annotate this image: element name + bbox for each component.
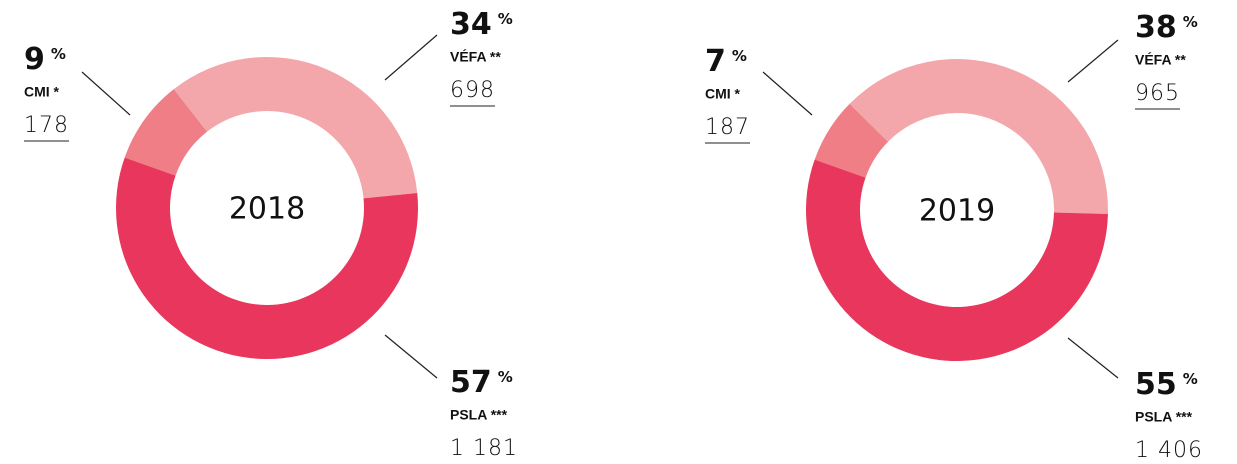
count-label: 1 181 <box>450 436 518 461</box>
donut-segment <box>806 159 1108 361</box>
leader-line <box>384 34 438 81</box>
category-label: CMI * <box>705 86 741 102</box>
leader-line <box>1067 39 1119 83</box>
percent-value: 38 <box>1135 10 1177 45</box>
leader-line <box>762 71 813 116</box>
percent-label: 9% <box>24 42 66 77</box>
leader-line <box>1067 337 1119 379</box>
percent-value: 34 <box>450 7 492 42</box>
count-label: 187 <box>705 115 750 140</box>
percent-label: 7% <box>705 44 747 79</box>
donut-center-title: 2019 <box>919 194 995 229</box>
donut-segment <box>814 103 889 178</box>
leader-line <box>81 71 131 116</box>
percent-unit: % <box>732 47 747 65</box>
category-label: PSLA *** <box>1135 409 1193 425</box>
leader-line <box>384 334 438 379</box>
category-label: CMI * <box>24 84 60 100</box>
category-label: VÉFA ** <box>1135 52 1186 68</box>
count-label: 965 <box>1135 81 1180 106</box>
percent-label: 34% <box>450 7 513 42</box>
donut-segment <box>115 157 418 359</box>
category-label: PSLA *** <box>450 407 508 423</box>
percent-value: 9 <box>24 42 45 77</box>
percent-value: 55 <box>1135 367 1177 402</box>
percent-unit: % <box>1183 370 1198 388</box>
count-label: 178 <box>24 113 69 138</box>
count-label: 698 <box>450 78 495 103</box>
percent-value: 7 <box>705 44 726 79</box>
percent-label: 57% <box>450 365 513 400</box>
percent-unit: % <box>1183 13 1198 31</box>
percent-unit: % <box>498 10 513 28</box>
percent-unit: % <box>51 45 66 63</box>
percent-label: 38% <box>1135 10 1198 45</box>
category-label: VÉFA ** <box>450 49 501 65</box>
donut-segment <box>173 57 418 199</box>
donut-segment <box>124 89 208 176</box>
percent-value: 57 <box>450 365 492 400</box>
percent-label: 55% <box>1135 367 1198 402</box>
percent-unit: % <box>498 368 513 386</box>
donut-center-title: 2018 <box>229 192 305 227</box>
count-label: 1 406 <box>1135 438 1203 463</box>
donut-segment <box>849 58 1108 214</box>
